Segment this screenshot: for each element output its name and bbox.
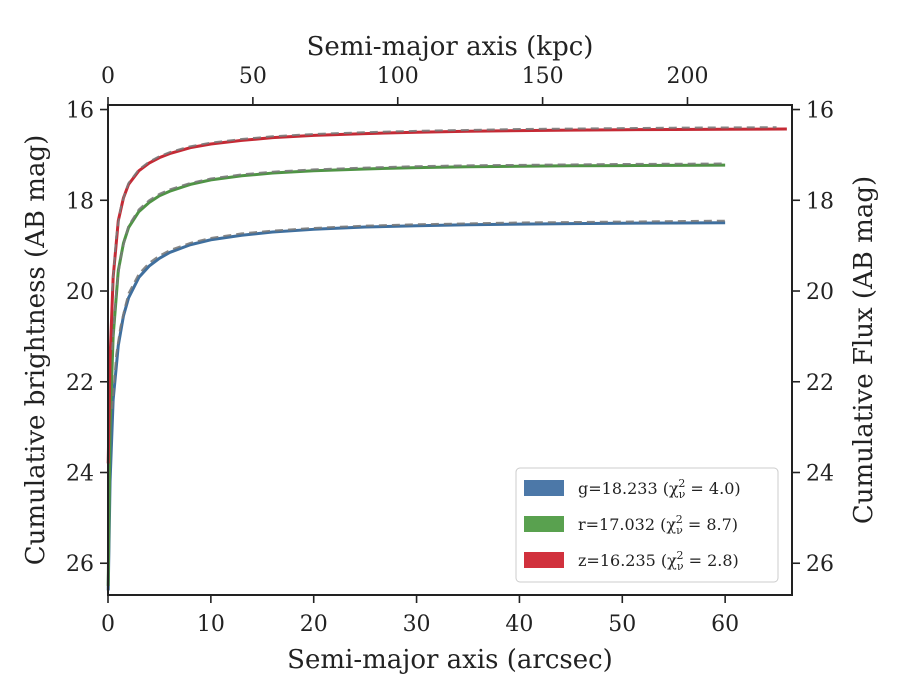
y-tick-label: 18 xyxy=(66,189,94,214)
legend-entry-label: g=18.233 (χν2 = 4.0) xyxy=(578,477,741,501)
x2-axis-label: Semi-major axis (kpc) xyxy=(307,32,594,62)
legend-entry-label: r=17.032 (χν2 = 8.7) xyxy=(578,513,738,537)
x-axis-label: Semi-major axis (arcsec) xyxy=(287,645,613,675)
y2-tick-label: 20 xyxy=(806,280,834,305)
series-line-r-model xyxy=(111,162,726,351)
y-tick-label: 20 xyxy=(66,280,94,305)
x-tick-label: 10 xyxy=(197,612,225,637)
x2-tick-label: 200 xyxy=(666,64,708,89)
y2-tick-label: 16 xyxy=(806,99,834,124)
y-tick-label: 24 xyxy=(66,462,94,487)
y2-tick-label: 18 xyxy=(806,189,834,214)
legend-box xyxy=(515,467,779,583)
y-tick-label: 26 xyxy=(66,552,94,577)
x-tick-label: 50 xyxy=(608,612,636,637)
axes-layer: 0 10 20 30 40 50 60 0 50 100 150 200 16 16 18 18 20 20 22 2… xyxy=(66,64,834,637)
x-tick-label: 60 xyxy=(711,612,739,637)
series-line-z xyxy=(106,127,787,464)
x-tick-label: 40 xyxy=(505,612,533,637)
y-tick-label: 16 xyxy=(66,99,94,124)
plot-frame xyxy=(107,104,793,596)
y2-tick-label: 26 xyxy=(806,552,834,577)
x-tick-label: 20 xyxy=(300,612,328,637)
series-line-g-model xyxy=(111,219,726,410)
legend-swatch xyxy=(524,480,564,496)
x-tick-label: 30 xyxy=(403,612,431,637)
x2-tick-label: 50 xyxy=(239,64,267,89)
x2-tick-label: 0 xyxy=(101,64,115,89)
x2-tick-label: 150 xyxy=(522,64,564,89)
series-line-z-model xyxy=(111,126,777,292)
y2-tick-label: 22 xyxy=(806,371,834,396)
y-axis-label: Cumulative brightness (AB mag) xyxy=(21,135,51,566)
legend: g=18.233 (χν2 = 4.0) r=17.032 (χν2 = 8.7)… xyxy=(515,467,779,583)
y-tick-label: 22 xyxy=(66,371,94,396)
series-layer xyxy=(106,126,787,591)
legend-swatch xyxy=(524,516,564,532)
y2-axis-label: Cumulative Flux (AB mag) xyxy=(849,176,879,524)
legend-entry-label: z=16.235 (χν2 = 2.8) xyxy=(578,549,739,573)
legend-swatch xyxy=(524,552,564,568)
x2-tick-label: 100 xyxy=(377,64,419,89)
y2-tick-label: 24 xyxy=(806,462,834,487)
x-tick-label: 0 xyxy=(101,612,115,637)
series-line-g xyxy=(106,221,726,591)
